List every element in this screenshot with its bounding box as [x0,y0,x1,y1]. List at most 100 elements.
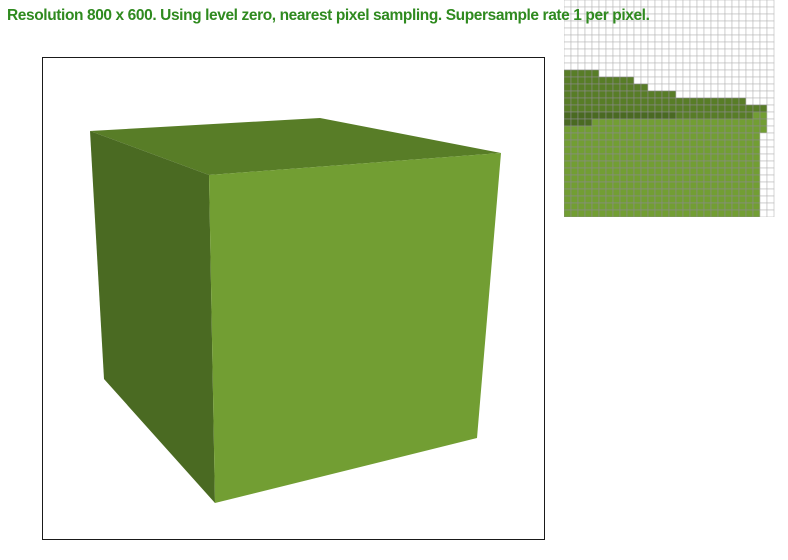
zoom-pixel-cell [612,83,621,92]
zoom-pixel-cell [724,62,733,71]
zoom-pixel-cell [766,97,775,106]
zoom-pixel-cell [564,195,572,204]
zoom-pixel-cell [724,174,733,183]
zoom-pixel-cell [647,41,656,50]
zoom-pixel-cell [759,188,768,197]
zoom-pixel-cell [752,41,761,50]
zoom-pixel-cell [689,83,698,92]
zoom-pixel-cell [640,139,649,148]
zoom-pixel-cell [710,111,719,120]
zoom-pixel-cell [654,97,663,106]
zoom-pixel-cell [675,188,684,197]
zoom-pixel-cell [577,146,586,155]
zoom-pixel-cell [731,139,740,148]
zoom-pixel-cell [661,195,670,204]
zoom-pixel-cell [675,6,684,15]
zoom-pixel-cell [710,146,719,155]
zoom-pixel-cell [689,153,698,162]
zoom-pixel-cell [696,167,705,176]
zoom-pixel-cell [612,55,621,64]
zoom-pixel-cell [577,27,586,36]
zoom-pixel-cell [633,55,642,64]
zoom-pixel-cell [605,83,614,92]
zoom-pixel-cell [724,146,733,155]
zoom-pixel-cell [640,125,649,134]
zoom-pixel-cell [612,69,621,78]
zoom-pixel-cell [759,153,768,162]
pixel-zoom-inspector[interactable] [564,0,784,217]
zoom-pixel-cell [633,181,642,190]
zoom-pixel-cell [696,181,705,190]
zoom-pixel-cell [598,76,607,85]
zoom-pixel-cell [570,146,579,155]
zoom-pixel-cell [745,69,754,78]
zoom-pixel-cell [675,125,684,134]
zoom-pixel-cell [759,125,768,134]
zoom-pixel-cell [689,111,698,120]
zoom-pixel-cell [661,62,670,71]
zoom-pixel-cell [738,0,747,8]
zoom-pixel-cell [584,118,593,127]
zoom-pixel-cell [605,195,614,204]
zoom-pixel-cell [598,111,607,120]
zoom-pixel-cell [647,160,656,169]
zoom-pixel-cell [675,41,684,50]
zoom-pixel-cell [591,104,600,113]
zoom-pixel-cell [619,209,628,217]
zoom-pixel-cell [682,118,691,127]
zoom-pixel-cell [591,76,600,85]
zoom-pixel-cell [745,118,754,127]
zoom-pixel-cell [682,160,691,169]
zoom-pixel-cell [759,69,768,78]
zoom-pixel-cell [577,76,586,85]
zoom-pixel-cell [654,118,663,127]
zoom-pixel-cell [605,167,614,176]
zoom-pixel-cell [640,62,649,71]
zoom-pixel-cell [633,104,642,113]
zoom-pixel-cell [591,41,600,50]
zoom-pixel-cell [703,0,712,8]
zoom-pixel-cell [564,83,572,92]
zoom-pixel-cell [654,90,663,99]
zoom-pixel-cell [612,41,621,50]
zoom-pixel-cell [675,118,684,127]
render-viewport[interactable] [42,57,545,540]
zoom-pixel-cell [626,118,635,127]
zoom-pixel-cell [731,6,740,15]
zoom-pixel-cell [759,6,768,15]
zoom-pixel-cell [584,167,593,176]
zoom-pixel-cell [633,195,642,204]
zoom-pixel-cell [738,90,747,99]
zoom-pixel-cell [647,69,656,78]
zoom-pixel-cell [591,202,600,211]
zoom-pixel-cell [633,41,642,50]
zoom-pixel-cell [696,55,705,64]
zoom-pixel-cell [724,97,733,106]
zoom-pixel-cell [647,153,656,162]
zoom-pixel-cell [675,174,684,183]
zoom-pixel-cell [612,76,621,85]
zoom-pixel-cell [577,174,586,183]
zoom-pixel-cell [619,188,628,197]
zoom-pixel-cell [619,181,628,190]
zoom-pixel-cell [766,41,775,50]
zoom-pixel-cell [675,139,684,148]
zoom-pixel-cell [717,41,726,50]
zoom-pixel-cell [564,125,572,134]
zoom-pixel-cell [598,160,607,169]
zoom-pixel-cell [710,132,719,141]
zoom-pixel-cell [668,90,677,99]
zoom-pixel-cell [752,104,761,113]
zoom-pixel-cell [647,139,656,148]
zoom-pixel-cell [745,181,754,190]
cube-scene[interactable] [42,57,545,540]
zoom-pixel-cell [570,209,579,217]
zoom-pixel-cell [584,153,593,162]
zoom-pixel-cell [689,167,698,176]
zoom-pixel-cell [689,41,698,50]
zoom-pixel-cell [752,202,761,211]
zoom-pixel-cell [612,139,621,148]
zoom-pixel-cell [647,111,656,120]
zoom-pixel-cell [564,209,572,217]
zoom-pixel-cell [745,62,754,71]
